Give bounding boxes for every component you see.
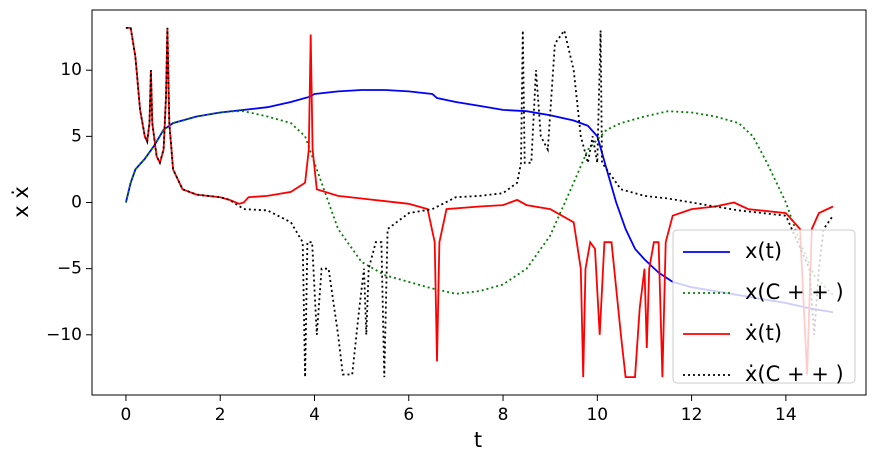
series-line	[125, 27, 834, 378]
series-line	[125, 110, 834, 296]
y-tick-label: −10	[46, 325, 82, 345]
legend-box	[672, 229, 856, 384]
x-axis-label: t	[474, 428, 482, 452]
x-tick-label: 10	[586, 405, 608, 425]
legend-label: x(t)	[745, 239, 782, 263]
series-line	[125, 27, 834, 378]
x-tick-label: 14	[775, 405, 797, 425]
legend-label: ẋ(t)	[745, 321, 782, 345]
legend-label: x(C + + )	[745, 280, 844, 304]
y-axis-label: x ẋ	[9, 186, 33, 218]
x-tick-label: 8	[498, 405, 509, 425]
legend: x(t) x(C + + ) ẋ(t) ẋ(C + + )	[672, 229, 856, 386]
y-tick-label: 10	[60, 60, 82, 80]
plot-frame	[91, 9, 867, 396]
y-tick-label: −5	[57, 259, 82, 279]
x-tick-label: 0	[121, 405, 132, 425]
x-tick-label: 2	[215, 405, 226, 425]
x-tick-label: 4	[309, 405, 320, 425]
x-tick-label: 12	[681, 405, 703, 425]
x-tick-label: 6	[403, 405, 414, 425]
legend-label: ẋ(C + + )	[745, 362, 844, 386]
y-tick-label: 5	[71, 126, 82, 146]
y-tick-label: 0	[71, 193, 82, 213]
